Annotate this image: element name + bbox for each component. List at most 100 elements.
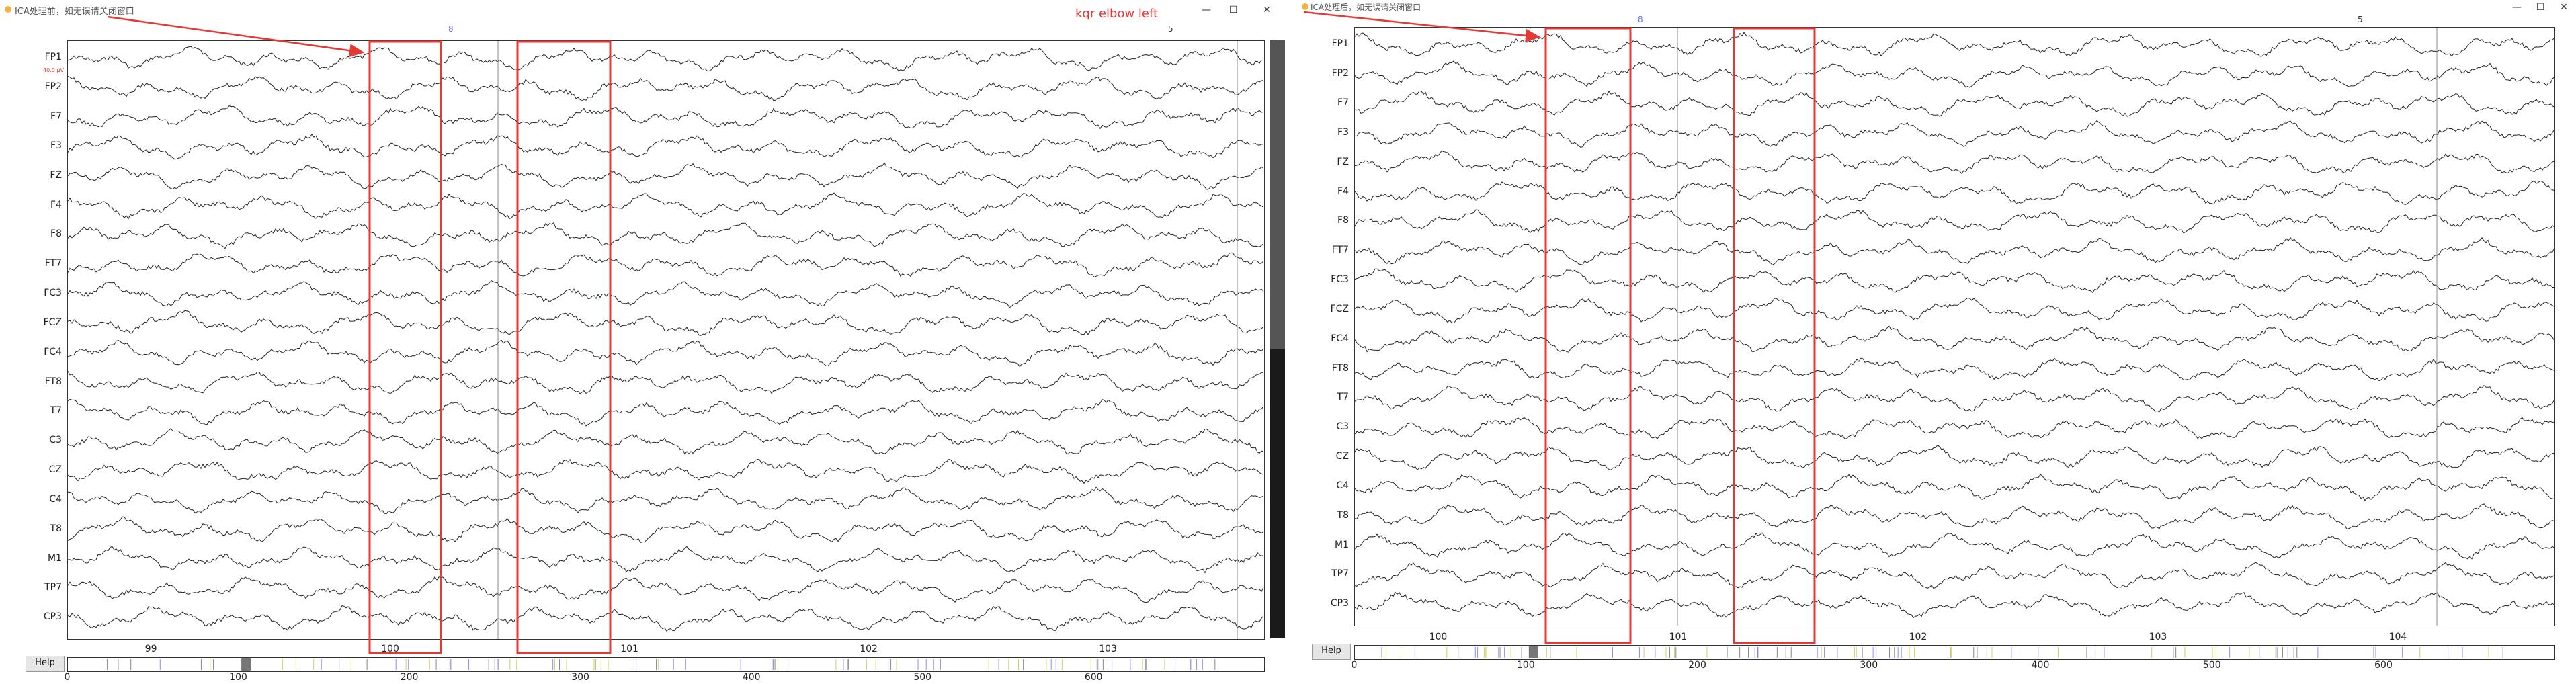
- eeg-trace-c4: [68, 486, 1264, 515]
- channel-label-c4: C4: [1336, 480, 1349, 491]
- channel-label-f7: F7: [50, 110, 62, 122]
- eeg-trace-ft8: [1355, 357, 2554, 382]
- channel-label-m1: M1: [1335, 539, 1349, 550]
- channel-label-f3: F3: [50, 140, 62, 151]
- eeg-trace-t8: [1355, 503, 2554, 530]
- overview-tick-label: 100: [1516, 660, 1535, 671]
- eeg-trace-fp2: [68, 76, 1264, 101]
- eeg-trace-fc3: [68, 280, 1264, 308]
- eeg-trace-cz: [1355, 444, 2554, 471]
- overview-tick-label: 300: [1860, 660, 1878, 671]
- overview-tick-label: 300: [571, 672, 589, 683]
- eeg-trace-fcz: [1355, 297, 2554, 324]
- eeg-trace-f8: [68, 222, 1264, 249]
- scale-label: 40.0 µV: [43, 67, 64, 73]
- eeg-trace-f4: [68, 192, 1264, 220]
- x-tick-label: 101: [1669, 632, 1688, 642]
- eeg-trace-fcz: [68, 310, 1264, 336]
- channel-label-cz: CZ: [1335, 451, 1349, 462]
- channel-label-fcz: FCZ: [43, 316, 62, 328]
- channel-label-fc4: FC4: [1331, 333, 1349, 344]
- x-tick-label: 100: [1429, 632, 1448, 642]
- eeg-trace-m1: [1355, 532, 2554, 560]
- overview-view-thumb[interactable]: [241, 658, 251, 671]
- channel-scrollbar[interactable]: [2557, 27, 2572, 625]
- help-button[interactable]: Help: [1312, 644, 1351, 660]
- x-tick-label: 103: [2149, 632, 2167, 642]
- channel-label-t7: T7: [1337, 392, 1349, 403]
- channel-label-c3: C3: [49, 435, 62, 446]
- eeg-trace-cp3: [68, 605, 1264, 632]
- channel-label-t7: T7: [50, 405, 62, 417]
- channel-scrollbar[interactable]: [1270, 40, 1285, 638]
- event-marker: 5: [1168, 24, 1173, 34]
- overview-tick-label: 0: [64, 672, 71, 683]
- channel-label-cz: CZ: [48, 464, 62, 476]
- channel-label-f8: F8: [1337, 215, 1349, 226]
- eeg-trace-m1: [68, 546, 1264, 574]
- eeg-trace-fp2: [1355, 60, 2554, 88]
- maximize-icon[interactable]: ☐: [2536, 2, 2545, 13]
- eeg-traces: [1355, 28, 2554, 626]
- app-icon: [1302, 3, 1308, 10]
- window-after-ica: ICA处理后，如无误请关闭窗口 — ☐ ✕ 8 5 FP1 FP2 F7 F3 FZ F4…: [1297, 0, 2576, 684]
- eeg-trace-f3: [1355, 120, 2554, 148]
- minimize-icon[interactable]: —: [1202, 5, 1211, 15]
- scrollbar-thumb[interactable]: [1270, 40, 1285, 349]
- eeg-trace-f3: [68, 134, 1264, 160]
- eeg-trace-fz: [68, 162, 1264, 190]
- channel-label-t8: T8: [50, 523, 62, 534]
- overview-events: [107, 658, 1216, 671]
- channel-label-f4: F4: [50, 199, 62, 210]
- maximize-icon[interactable]: ☐: [1229, 5, 1238, 15]
- eeg-trace-f8: [1355, 209, 2554, 234]
- eeg-trace-cp3: [1355, 591, 2554, 619]
- channel-label-f7: F7: [1337, 97, 1349, 108]
- x-tick-label: 102: [860, 644, 878, 654]
- x-tick-label: 104: [2388, 632, 2407, 642]
- eeg-trace-fc4: [68, 339, 1264, 367]
- minimize-icon[interactable]: —: [2512, 2, 2522, 13]
- eeg-trace-t7: [1355, 384, 2554, 413]
- channel-label-tp7: TP7: [1331, 568, 1349, 580]
- eeg-trace-fp1: [1355, 32, 2554, 57]
- close-icon[interactable]: ✕: [2560, 2, 2568, 13]
- channel-label-ft7: FT7: [1331, 245, 1349, 256]
- eeg-trace-t7: [68, 398, 1264, 427]
- channel-label-fp2: FP2: [44, 81, 62, 93]
- eeg-trace-ft7: [1355, 237, 2554, 266]
- eeg-trace-f7: [68, 105, 1264, 130]
- overview-bar[interactable]: [67, 657, 1265, 672]
- overview-view-thumb[interactable]: [1528, 646, 1538, 658]
- help-button[interactable]: Help: [26, 656, 65, 672]
- annotation-label: kqr elbow left: [1075, 7, 1159, 21]
- overview-tick-label: 200: [400, 672, 419, 683]
- x-tick-label: 99: [144, 644, 157, 654]
- eeg-trace-f7: [1355, 90, 2554, 117]
- overview-tick-label: 400: [2031, 660, 2050, 671]
- eeg-plot[interactable]: [67, 40, 1265, 640]
- overview-bar[interactable]: [1354, 645, 2555, 660]
- overview-events: [1381, 646, 2503, 658]
- channel-label-c4: C4: [49, 493, 62, 505]
- scrollbar-thumb[interactable]: [2557, 27, 2572, 625]
- overview-tick-label: 100: [229, 672, 247, 683]
- eeg-trace-tp7: [1355, 562, 2554, 589]
- eeg-trace-t8: [68, 516, 1264, 543]
- channel-label-ft7: FT7: [44, 258, 62, 269]
- channel-label-fz: FZ: [50, 169, 62, 181]
- overview-tick-label: 500: [913, 672, 932, 683]
- channel-label-fp1: FP1: [1331, 38, 1349, 50]
- event-marker: 8: [448, 24, 454, 34]
- x-tick-label: 102: [1909, 632, 1927, 642]
- overview-tick-label: 400: [742, 672, 761, 683]
- eeg-trace-c4: [1355, 474, 2554, 501]
- channel-label-f4: F4: [1337, 185, 1349, 197]
- eeg-plot[interactable]: [1354, 27, 2555, 626]
- close-icon[interactable]: ✕: [1263, 5, 1271, 15]
- channel-label-f3: F3: [1337, 126, 1349, 138]
- channel-label-fc3: FC3: [1331, 274, 1349, 286]
- window-before-ica: ICA处理前，如无误请关闭窗口 — ☐ ✕ kqr elbow left 8 5…: [0, 0, 1285, 684]
- title-bar[interactable]: ICA处理后，如无误请关闭窗口 — ☐ ✕: [1297, 0, 2576, 15]
- x-tick-label: 103: [1099, 644, 1117, 654]
